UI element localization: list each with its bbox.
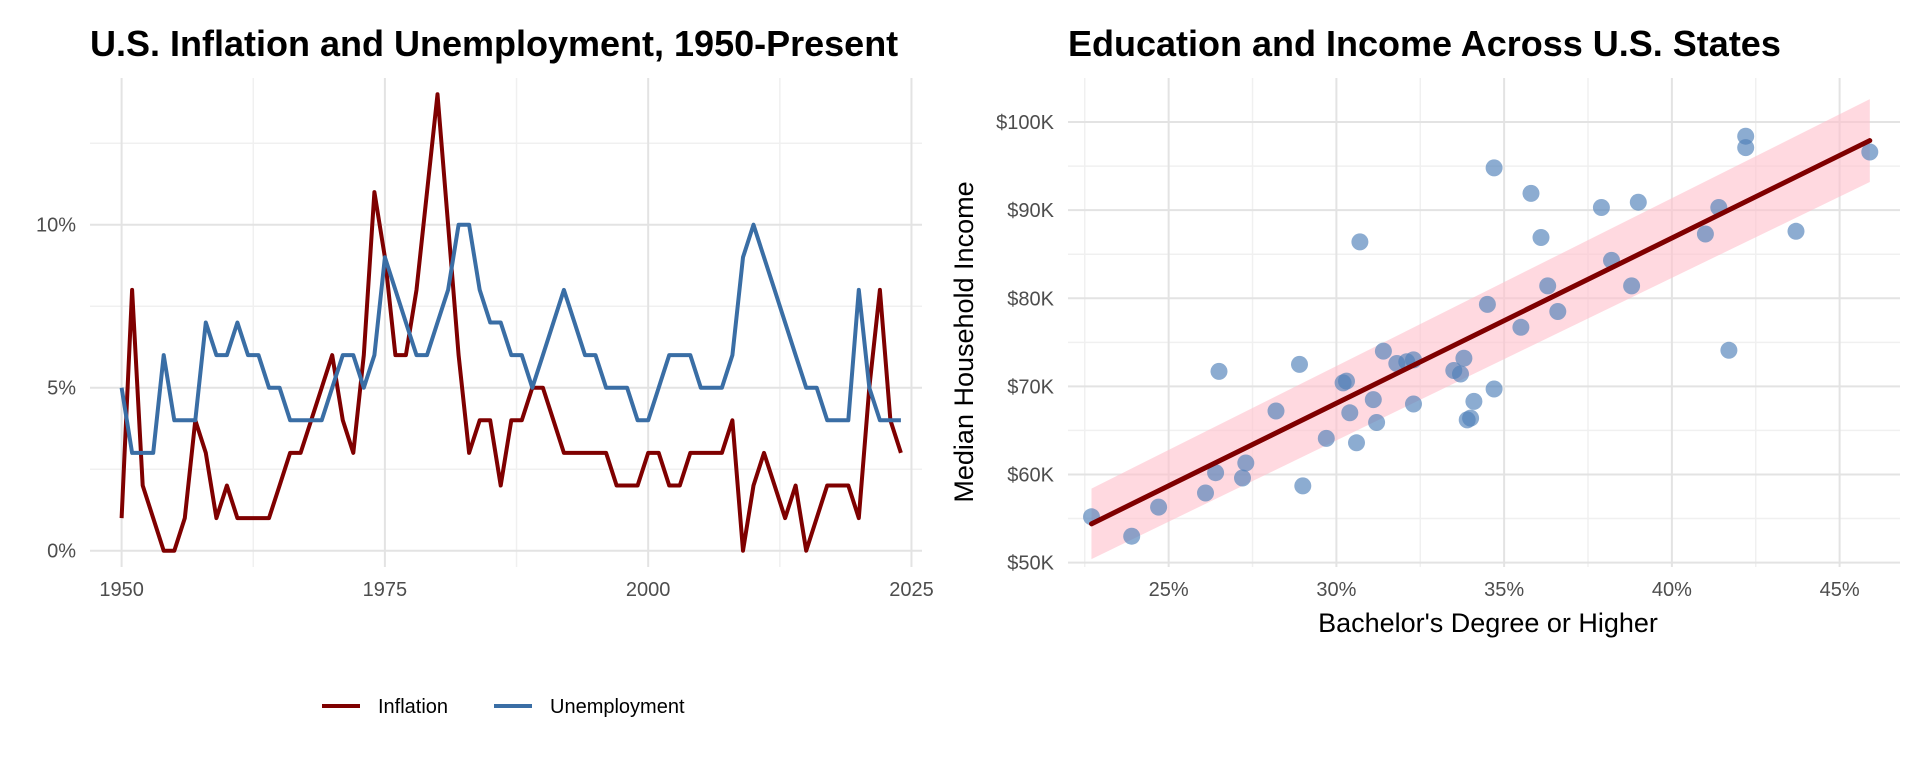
left-y-tick-label: 5%	[47, 378, 76, 400]
inflation-line	[119, 92, 903, 553]
scatter-point	[1123, 527, 1141, 545]
scatter-point	[1267, 402, 1285, 420]
scatter-point	[1485, 380, 1503, 398]
scatter-point	[1549, 303, 1567, 320]
scatter-point	[1737, 139, 1755, 157]
right-x-tick-label: 35%	[1484, 579, 1524, 601]
legend-label-unemployment: Unemployment	[550, 696, 685, 718]
scatter-point	[1629, 193, 1647, 211]
chart-title-left: U.S. Inflation and Unemployment, 1950-Pr…	[90, 23, 898, 64]
scatter-point	[1368, 414, 1386, 431]
inflation-unemployment-chart: U.S. Inflation and Unemployment, 1950-Pr…	[36, 23, 934, 718]
scatter-point	[1207, 464, 1225, 482]
scatter-point	[1348, 434, 1365, 452]
unemployment-line	[119, 222, 901, 455]
scatter-point	[1452, 365, 1469, 383]
right-x-tick-labels: 25% 30% 35% 40% 45%	[1149, 579, 1860, 601]
scatter-point	[1720, 341, 1738, 359]
scatter-point	[1338, 372, 1355, 390]
scatter-point	[1512, 318, 1530, 336]
scatter-point	[1861, 143, 1879, 161]
scatter-point	[1364, 391, 1382, 409]
left-x-tick-label: 2000	[626, 579, 671, 601]
left-y-tick-label: 0%	[47, 541, 76, 563]
scatter-point	[1405, 395, 1422, 413]
scatter-point	[1522, 184, 1540, 202]
chart-title-right: Education and Income Across U.S. States	[1068, 23, 1781, 64]
scatter-point	[1210, 362, 1228, 380]
right-x-tick-label: 25%	[1149, 579, 1189, 601]
left-y-tick-labels: 0% 5% 10%	[36, 215, 76, 563]
right-y-tick-labels: $50K $60K $70K $80K $90K $100K	[996, 112, 1054, 575]
scatter-point	[1237, 454, 1255, 472]
confidence-band	[1091, 99, 1870, 560]
scatter-point	[1197, 484, 1214, 502]
scatter-points	[1083, 127, 1879, 545]
confidence-band-area	[1091, 99, 1870, 560]
right-x-tick-label: 45%	[1820, 579, 1860, 601]
right-y-tick-label: $90K	[1007, 200, 1054, 222]
legend-label-inflation: Inflation	[378, 696, 448, 718]
scatter-point	[1374, 342, 1392, 360]
y-axis-label-right: Median Household Income	[949, 181, 979, 502]
scatter-point	[1539, 277, 1557, 295]
fit-line	[1088, 138, 1873, 527]
scatter-point	[1462, 409, 1480, 427]
scatter-point	[1294, 477, 1312, 495]
scatter-point	[1234, 469, 1251, 487]
left-x-tick-label: 1975	[363, 579, 408, 601]
scatter-point	[1465, 392, 1483, 410]
left-series-lines	[119, 92, 903, 553]
scatter-point	[1787, 222, 1805, 240]
scatter-point	[1532, 229, 1550, 246]
scatter-point	[1696, 225, 1714, 243]
scatter-point	[1150, 498, 1168, 516]
left-x-tick-label: 2025	[889, 579, 934, 601]
scatter-point	[1478, 295, 1496, 313]
left-gridlines	[90, 78, 922, 567]
scatter-point	[1291, 355, 1308, 373]
x-axis-label-right: Bachelor's Degree or Higher	[1318, 608, 1658, 638]
right-y-tick-label: $70K	[1007, 376, 1054, 398]
left-y-tick-label: 10%	[36, 215, 76, 237]
education-income-chart: Education and Income Across U.S. States …	[949, 23, 1900, 638]
scatter-point	[1351, 233, 1369, 251]
scatter-point	[1341, 404, 1359, 422]
left-x-tick-labels: 1950 1975 2000 2025	[99, 579, 933, 601]
legend: Inflation Unemployment	[322, 696, 685, 718]
right-x-tick-label: 30%	[1316, 579, 1356, 601]
right-y-tick-label: $60K	[1007, 464, 1054, 486]
right-y-tick-label: $80K	[1007, 288, 1054, 310]
scatter-point	[1455, 349, 1473, 367]
scatter-point	[1485, 159, 1503, 177]
scatter-point	[1623, 277, 1641, 295]
scatter-point	[1317, 429, 1335, 447]
left-x-tick-label: 1950	[99, 579, 144, 601]
right-y-tick-label: $100K	[996, 112, 1054, 134]
fit-line-group	[1088, 138, 1873, 527]
right-y-tick-label: $50K	[1007, 553, 1054, 575]
scatter-point	[1592, 199, 1610, 216]
right-x-tick-label: 40%	[1652, 579, 1692, 601]
